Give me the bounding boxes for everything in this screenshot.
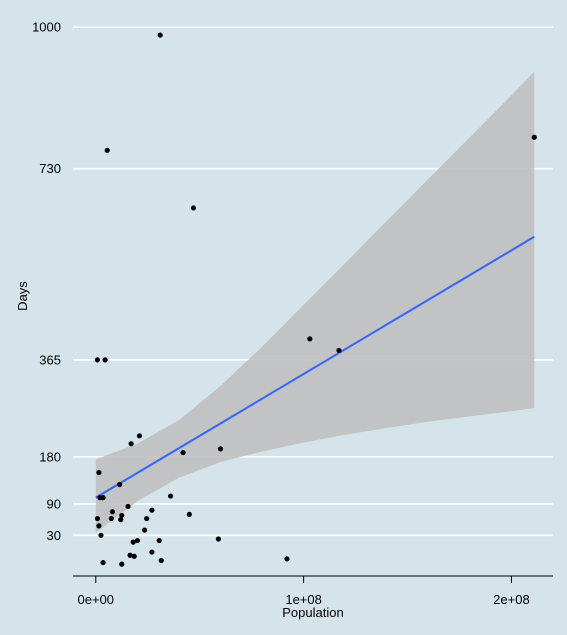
data-point: [136, 433, 143, 439]
data-point: [158, 557, 164, 564]
data-point: [96, 469, 102, 476]
y-tick-label: 90: [47, 496, 61, 511]
data-point: [109, 509, 116, 515]
data-point: [149, 507, 155, 513]
data-point: [127, 552, 133, 558]
y-tick-label: 30: [47, 528, 61, 543]
data-point: [119, 561, 125, 567]
x-tick-label: 2e+08: [493, 592, 530, 607]
y-tick-label: 365: [39, 352, 61, 367]
data-point: [118, 517, 124, 523]
x-tick-label: 1e+08: [285, 592, 322, 607]
data-point: [215, 536, 221, 542]
data-point: [186, 511, 192, 517]
data-point: [156, 537, 162, 544]
data-point: [104, 147, 110, 153]
data-point: [142, 527, 148, 533]
data-point: [307, 336, 313, 342]
data-point: [117, 481, 123, 488]
data-point: [168, 493, 174, 499]
y-axis-title: Days: [15, 281, 30, 311]
data-point: [98, 532, 104, 538]
data-point: [94, 515, 101, 522]
x-axis-ticks: 0e+00 1e+08 2e+08: [78, 576, 530, 607]
trend-line: [95, 235, 535, 499]
data-point: [102, 357, 108, 363]
data-point: [144, 515, 150, 522]
data-point: [134, 537, 140, 544]
y-tick-label: 180: [39, 449, 61, 464]
data-point: [100, 559, 106, 566]
data-point: [284, 556, 290, 562]
confidence-band-area: [95, 71, 535, 533]
data-points: [94, 32, 537, 567]
data-point: [125, 503, 131, 510]
y-tick-label: 730: [39, 161, 61, 176]
confidence-band: [95, 71, 535, 533]
data-point: [108, 515, 114, 522]
data-point: [217, 446, 224, 452]
regression-line: [95, 235, 535, 499]
data-point: [100, 495, 106, 501]
data-point: [149, 549, 155, 555]
data-point: [190, 205, 197, 211]
x-axis-title: Population: [282, 605, 343, 620]
data-point: [94, 357, 101, 363]
data-point: [130, 539, 136, 545]
data-point: [131, 553, 137, 559]
y-axis-ticks: 30 90 180 365 730 1000: [32, 20, 61, 543]
x-tick-label: 0e+00: [78, 592, 115, 607]
data-point: [96, 523, 102, 529]
data-point: [119, 512, 125, 519]
y-tick-label: 1000: [32, 20, 61, 35]
data-point: [128, 441, 134, 447]
data-point: [180, 449, 186, 456]
data-point: [157, 32, 163, 38]
data-point: [531, 134, 537, 140]
data-point: [336, 347, 342, 354]
